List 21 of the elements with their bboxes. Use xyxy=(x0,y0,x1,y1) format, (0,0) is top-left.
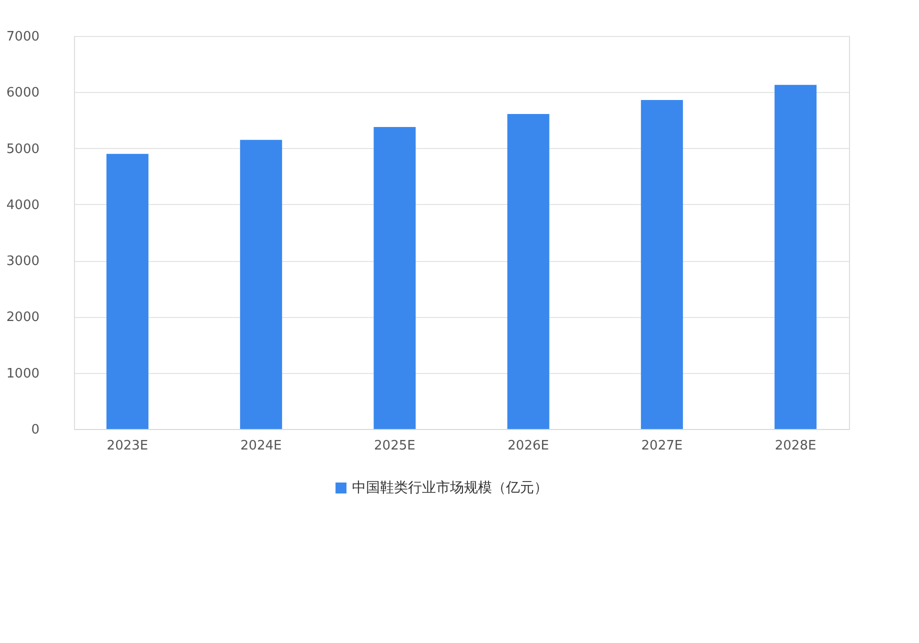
bar xyxy=(106,154,148,429)
bar xyxy=(640,100,683,429)
y-tick-label: 0 xyxy=(31,422,40,438)
y-tick-label: 1000 xyxy=(6,366,40,382)
y-tick-label: 7000 xyxy=(6,30,40,44)
bar xyxy=(240,140,282,429)
x-tick-label: 2026E xyxy=(508,438,549,454)
x-tick-label: 2025E xyxy=(374,438,416,454)
y-tick-label: 3000 xyxy=(6,254,40,270)
x-tick-label: 2024E xyxy=(240,438,282,454)
x-tick-label: 2023E xyxy=(106,438,148,454)
y-tick-label: 5000 xyxy=(6,142,40,157)
y-tick-label: 2000 xyxy=(6,310,40,326)
bar xyxy=(374,126,416,429)
x-tick-label: 2028E xyxy=(774,438,816,454)
bar xyxy=(507,114,550,429)
x-tick-label: 2027E xyxy=(641,438,683,454)
y-tick-label: 6000 xyxy=(6,86,40,101)
legend-label: 中国鞋类行业市场规模（亿元） xyxy=(352,480,548,496)
y-tick-label: 4000 xyxy=(6,198,40,213)
bar xyxy=(774,84,817,429)
